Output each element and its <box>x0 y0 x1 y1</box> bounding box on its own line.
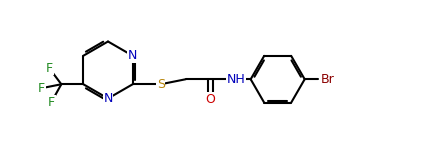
Text: N: N <box>128 49 138 62</box>
Text: F: F <box>48 96 55 109</box>
Text: S: S <box>157 78 164 91</box>
Text: O: O <box>206 93 216 106</box>
Text: F: F <box>38 82 45 95</box>
Text: N: N <box>103 92 113 105</box>
Text: Br: Br <box>321 73 335 86</box>
Text: F: F <box>46 62 53 75</box>
Text: NH: NH <box>226 73 245 86</box>
